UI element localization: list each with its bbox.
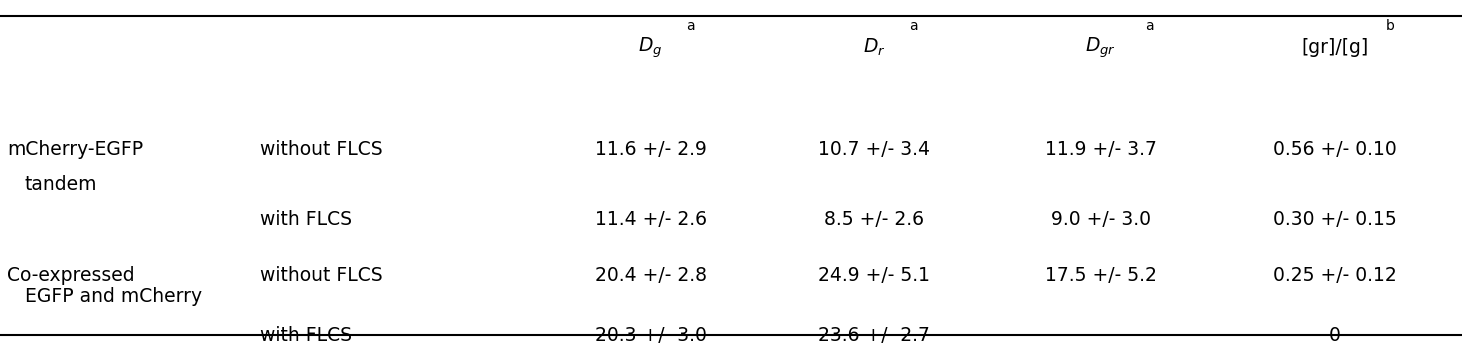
Text: 11.9 +/- 3.7: 11.9 +/- 3.7 [1045, 140, 1156, 159]
Text: 24.9 +/- 5.1: 24.9 +/- 5.1 [819, 266, 930, 285]
Text: 0.30 +/- 0.15: 0.30 +/- 0.15 [1273, 210, 1396, 229]
Text: EGFP and mCherry: EGFP and mCherry [25, 287, 202, 306]
Text: mCherry-EGFP: mCherry-EGFP [7, 140, 143, 159]
Text: b: b [1386, 19, 1395, 33]
Text: 20.4 +/- 2.8: 20.4 +/- 2.8 [595, 266, 706, 285]
Text: a: a [1145, 19, 1154, 33]
Text: $D_{g}$: $D_{g}$ [639, 35, 662, 60]
Text: a: a [686, 19, 694, 33]
Text: 0: 0 [1329, 326, 1341, 345]
Text: 20.3 +/- 3.0: 20.3 +/- 3.0 [595, 326, 706, 345]
Text: 0.56 +/- 0.10: 0.56 +/- 0.10 [1273, 140, 1396, 159]
Text: 11.6 +/- 2.9: 11.6 +/- 2.9 [595, 140, 706, 159]
Text: Co-expressed: Co-expressed [7, 266, 135, 285]
Text: 17.5 +/- 5.2: 17.5 +/- 5.2 [1045, 266, 1156, 285]
Text: $D_{r}$: $D_{r}$ [863, 37, 886, 58]
Text: with FLCS: with FLCS [260, 210, 352, 229]
Text: $D_{gr}$: $D_{gr}$ [1085, 35, 1117, 60]
Text: [gr]/[g]: [gr]/[g] [1301, 38, 1368, 57]
Text: -: - [1098, 326, 1104, 345]
Text: a: a [909, 19, 918, 33]
Text: without FLCS: without FLCS [260, 266, 383, 285]
Text: with FLCS: with FLCS [260, 326, 352, 345]
Text: 0.25 +/- 0.12: 0.25 +/- 0.12 [1273, 266, 1396, 285]
Text: 11.4 +/- 2.6: 11.4 +/- 2.6 [595, 210, 706, 229]
Text: 9.0 +/- 3.0: 9.0 +/- 3.0 [1051, 210, 1151, 229]
Text: 8.5 +/- 2.6: 8.5 +/- 2.6 [825, 210, 924, 229]
Text: 10.7 +/- 3.4: 10.7 +/- 3.4 [819, 140, 930, 159]
Text: 23.6 +/- 2.7: 23.6 +/- 2.7 [819, 326, 930, 345]
Text: tandem: tandem [25, 175, 98, 194]
Text: without FLCS: without FLCS [260, 140, 383, 159]
